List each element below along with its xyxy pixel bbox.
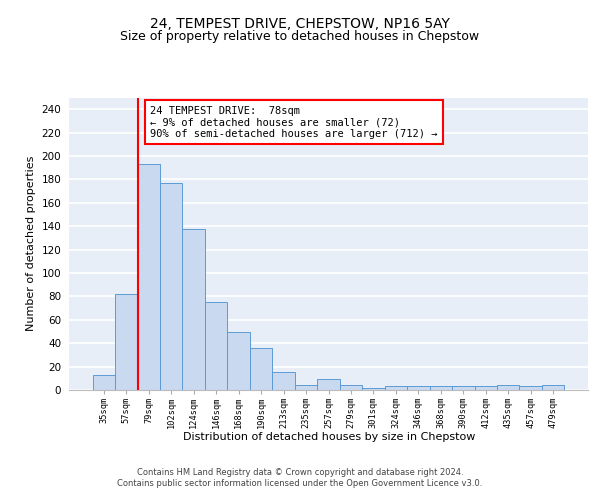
Bar [160,183,182,390]
Y-axis label: Number of detached properties: Number of detached properties [26,156,36,332]
Bar [205,302,227,390]
Bar [452,386,475,390]
Bar [475,386,497,390]
Bar [272,372,295,390]
Text: Contains HM Land Registry data © Crown copyright and database right 2024.
Contai: Contains HM Land Registry data © Crown c… [118,468,482,487]
Text: 24, TEMPEST DRIVE, CHEPSTOW, NP16 5AY: 24, TEMPEST DRIVE, CHEPSTOW, NP16 5AY [150,18,450,32]
Bar [250,348,272,390]
Bar [407,386,430,390]
Bar [115,294,137,390]
Bar [182,228,205,390]
Bar [92,375,115,390]
Bar [340,386,362,390]
Text: Distribution of detached houses by size in Chepstow: Distribution of detached houses by size … [182,432,475,442]
Bar [295,386,317,390]
Bar [542,386,565,390]
Bar [227,332,250,390]
Bar [385,386,407,390]
Bar [430,386,452,390]
Bar [362,388,385,390]
Bar [497,386,520,390]
Bar [317,380,340,390]
Text: Size of property relative to detached houses in Chepstow: Size of property relative to detached ho… [121,30,479,43]
Bar [137,164,160,390]
Bar [520,386,542,390]
Text: 24 TEMPEST DRIVE:  78sqm
← 9% of detached houses are smaller (72)
90% of semi-de: 24 TEMPEST DRIVE: 78sqm ← 9% of detached… [150,106,437,139]
